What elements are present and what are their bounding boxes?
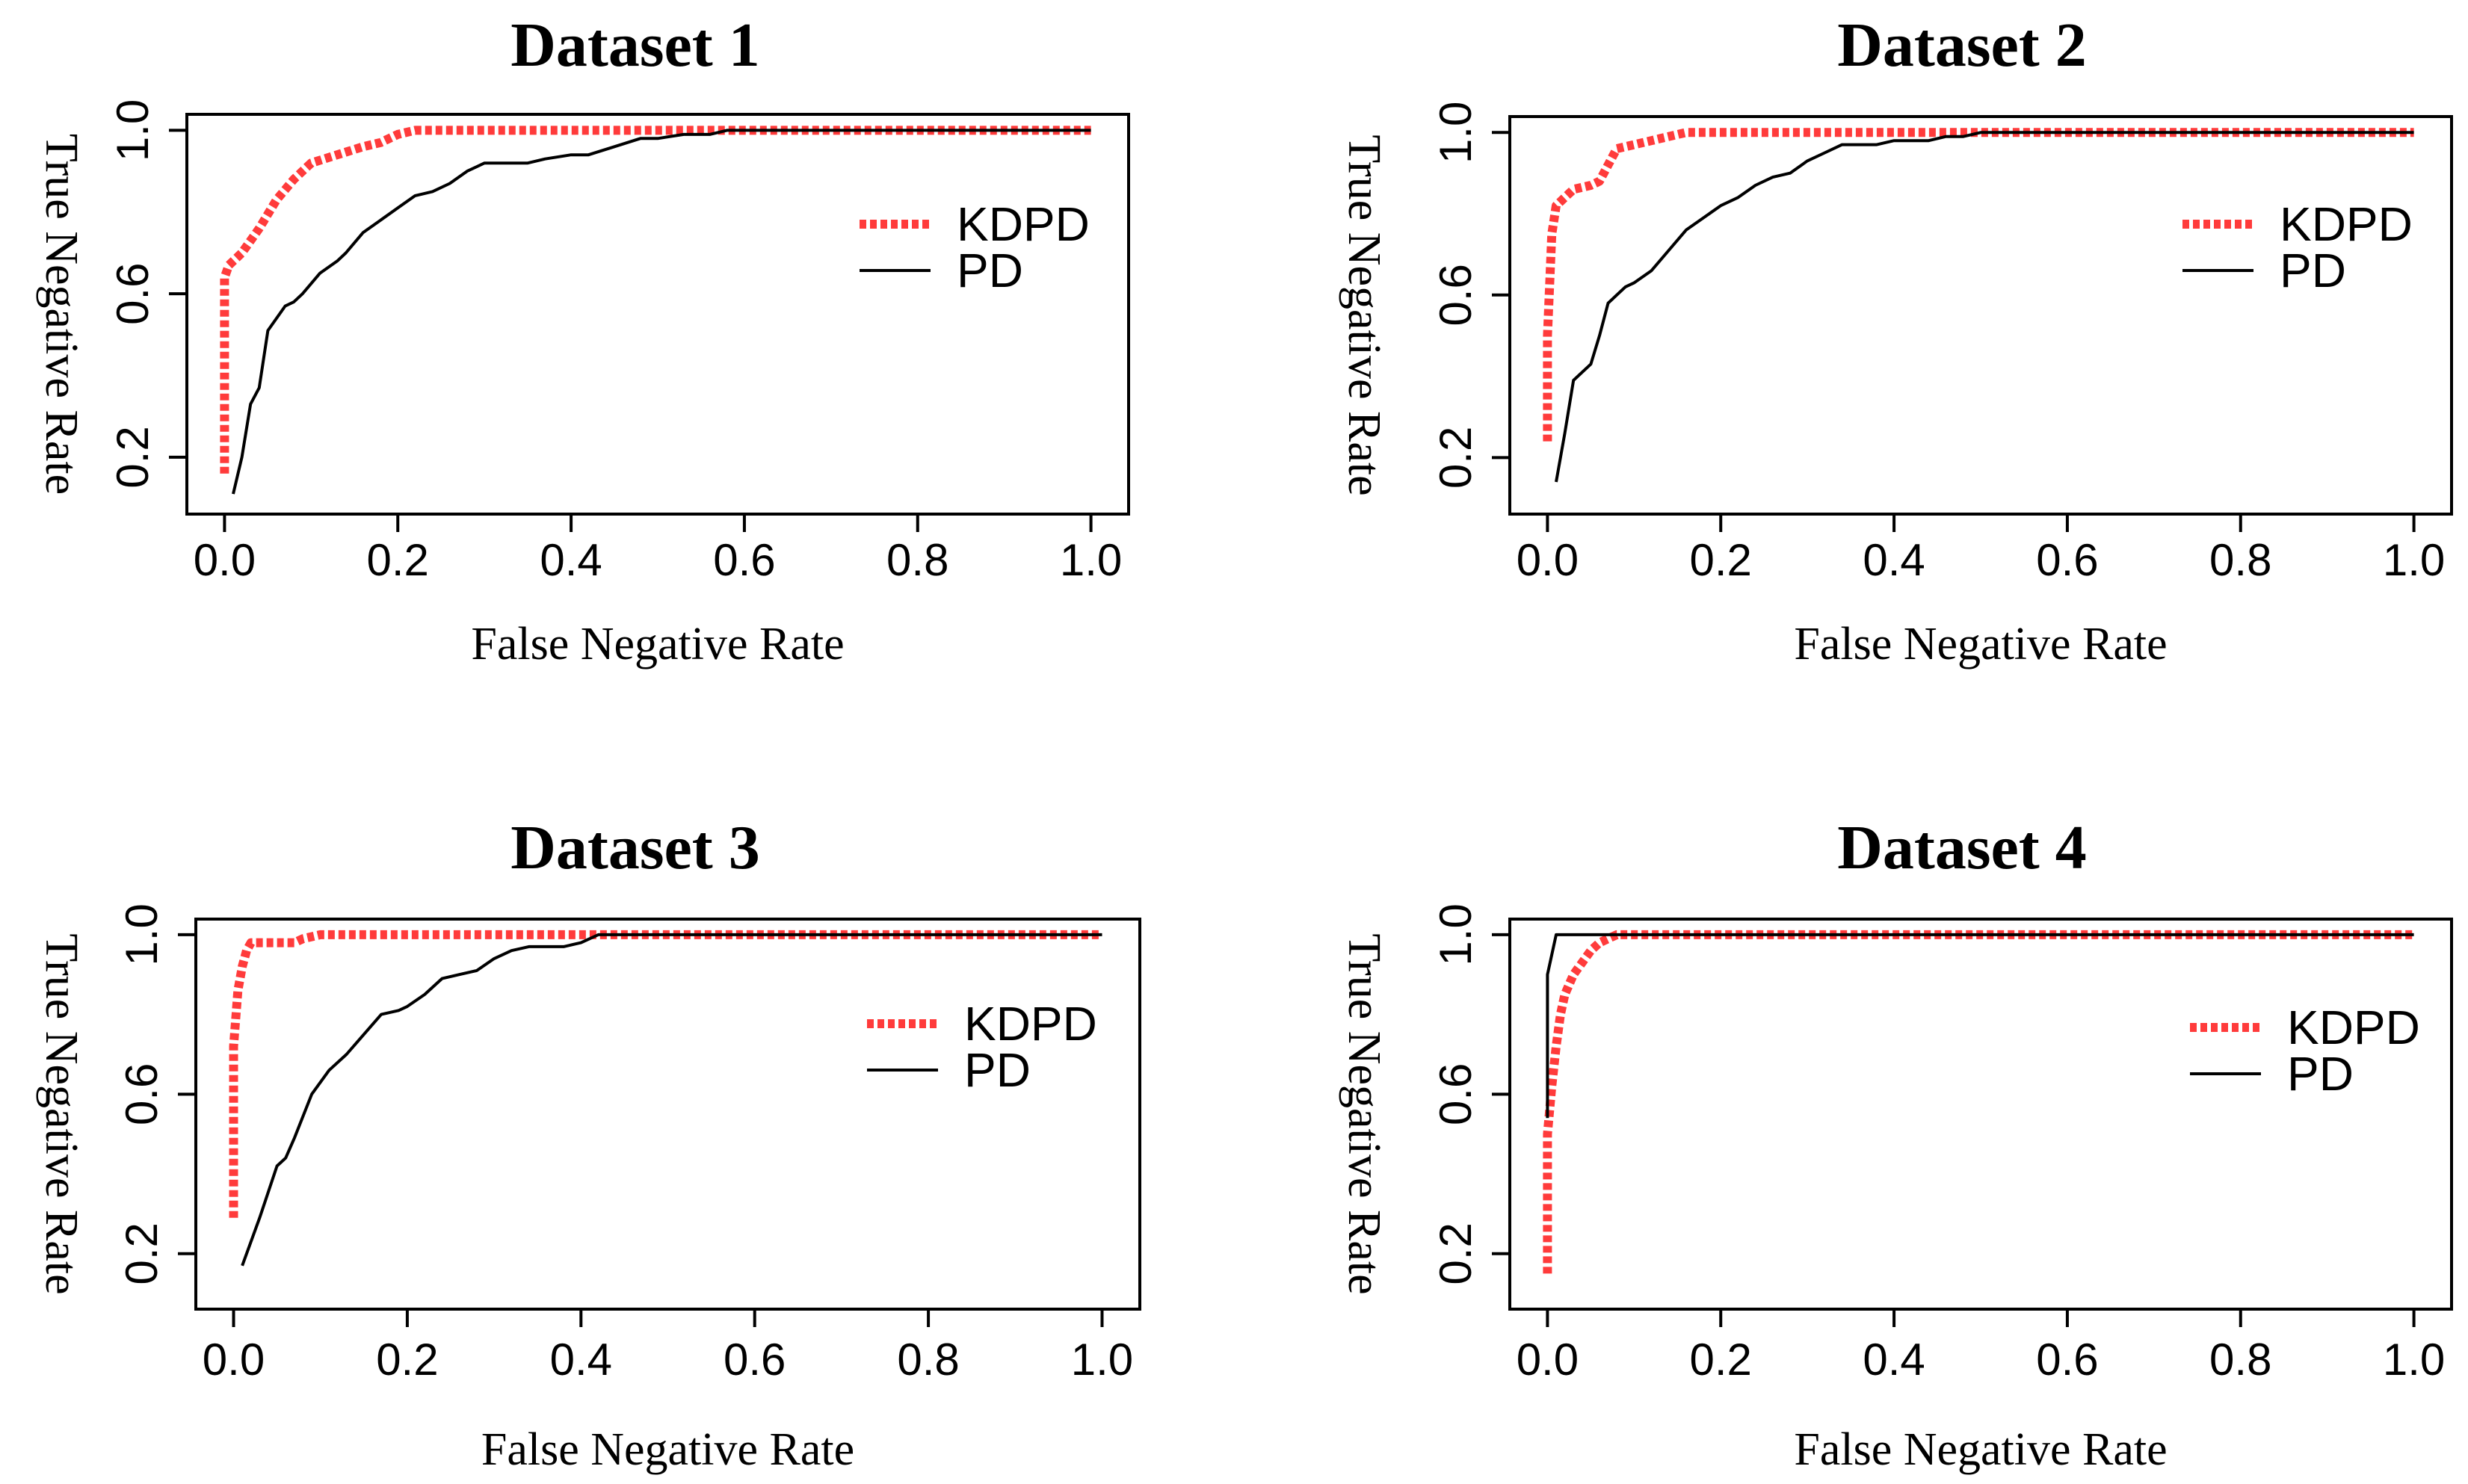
x-tick-label: 0.6	[713, 535, 775, 585]
legend-label-pd: PD	[964, 1043, 1031, 1097]
x-tick-label: 0.8	[2209, 535, 2271, 585]
y-tick-label: 1.0	[117, 903, 167, 965]
legend-label-kdpd: KDPD	[964, 997, 1097, 1051]
y-tick-label: 0.2	[1431, 1222, 1481, 1284]
x-tick-label: 0.2	[376, 1335, 438, 1385]
x-tick-label: 0.0	[1517, 535, 1579, 585]
x-tick-label: 1.0	[1071, 1335, 1133, 1385]
legend-label-pd: PD	[2280, 244, 2346, 297]
legend-label-pd: PD	[957, 244, 1023, 297]
plot-frame	[194, 918, 1141, 1311]
y-axis-label: True Negative Rate	[1339, 933, 1389, 1294]
y-tick-label: 0.6	[108, 262, 158, 324]
y-tick-label: 0.2	[1431, 427, 1481, 489]
y-tick-label: 0.6	[1431, 1063, 1481, 1125]
series-kdpd	[1543, 930, 2414, 1274]
series-line-kdpd	[220, 126, 1091, 474]
series-line-pd	[1546, 933, 2414, 1119]
x-tick-label: 0.0	[203, 1335, 265, 1385]
x-tick-label: 0.6	[2036, 1335, 2098, 1385]
x-tick-label: 0.4	[1863, 535, 1925, 585]
series-pd	[232, 129, 1091, 495]
chart-title: Dataset 3	[510, 813, 760, 882]
chart-panel-4: Dataset 4 0.0 0.2 0.4 0.6 0.8 1.0 0.2 0.6 1.0 Fals…	[1339, 813, 2453, 1475]
x-axis-label: False Negative Rate	[471, 619, 844, 670]
x-tick-label: 0.8	[897, 1335, 959, 1385]
series-kdpd	[220, 126, 1091, 474]
x-axis-label: False Negative Rate	[481, 1424, 854, 1475]
chart-title: Dataset 2	[1837, 10, 2087, 80]
plot-frame	[1508, 115, 2453, 516]
series-pd	[1555, 131, 2414, 483]
series-kdpd	[1543, 128, 2414, 442]
x-tick-label: 0.6	[2036, 535, 2098, 585]
x-tick-label: 0.2	[367, 535, 429, 585]
x-axis-label: False Negative Rate	[1794, 1424, 2167, 1475]
y-tick-label: 0.2	[108, 426, 158, 488]
y-tick-label: 1.0	[108, 99, 158, 161]
series-line-pd	[232, 129, 1091, 495]
x-tick-label: 0.0	[194, 535, 256, 585]
chart-panel-1: Dataset 1 0.0 0.2 0.4 0.6 0.8 1.0 0.2 0.6 1.0 Fals…	[36, 10, 1130, 670]
y-axis-label: True Negative Rate	[1339, 135, 1389, 495]
series-line-pd	[1555, 131, 2414, 483]
legend-label-pd: PD	[2287, 1047, 2354, 1101]
y-tick-label: 1.0	[1431, 102, 1481, 164]
chart-title: Dataset 1	[510, 10, 760, 80]
x-tick-label: 0.2	[1690, 535, 1752, 585]
series-line-kdpd	[1543, 128, 2414, 442]
y-axis-label: True Negative Rate	[36, 933, 87, 1294]
legend-label-kdpd: KDPD	[957, 197, 1090, 251]
chart-panel-3: Dataset 3 0.0 0.2 0.4 0.6 0.8 1.0 0.2 0.6 1.0 Fals…	[36, 813, 1141, 1475]
legend-label-kdpd: KDPD	[2287, 1001, 2420, 1054]
plot-frame	[185, 113, 1130, 516]
y-tick-label: 1.0	[1431, 903, 1481, 965]
series-line-pd	[241, 933, 1102, 1267]
series-line-kdpd	[1543, 930, 2414, 1274]
x-tick-label: 0.8	[2209, 1335, 2271, 1385]
x-tick-label: 0.8	[886, 535, 948, 585]
series-pd	[241, 933, 1102, 1267]
y-tick-label: 0.2	[117, 1222, 167, 1284]
x-tick-label: 0.4	[540, 535, 602, 585]
plot-frame	[1508, 918, 2453, 1311]
chart-title: Dataset 4	[1837, 813, 2087, 882]
chart-panel-2: Dataset 2 0.0 0.2 0.4 0.6 0.8 1.0 0.2 0.6 1.0 Fals…	[1339, 10, 2453, 670]
y-tick-label: 0.6	[117, 1063, 167, 1125]
x-tick-label: 0.4	[550, 1335, 612, 1385]
y-tick-label: 0.6	[1431, 264, 1481, 326]
x-tick-label: 1.0	[1060, 535, 1122, 585]
x-tick-label: 1.0	[2383, 535, 2445, 585]
legend-label-kdpd: KDPD	[2280, 197, 2413, 251]
x-tick-label: 0.0	[1517, 1335, 1579, 1385]
y-axis-label: True Negative Rate	[36, 134, 87, 495]
x-tick-label: 0.2	[1690, 1335, 1752, 1385]
x-tick-label: 0.4	[1863, 1335, 1925, 1385]
x-tick-label: 1.0	[2383, 1335, 2445, 1385]
x-tick-label: 0.6	[724, 1335, 786, 1385]
series-pd	[1546, 933, 2414, 1119]
x-axis-label: False Negative Rate	[1794, 619, 2167, 670]
